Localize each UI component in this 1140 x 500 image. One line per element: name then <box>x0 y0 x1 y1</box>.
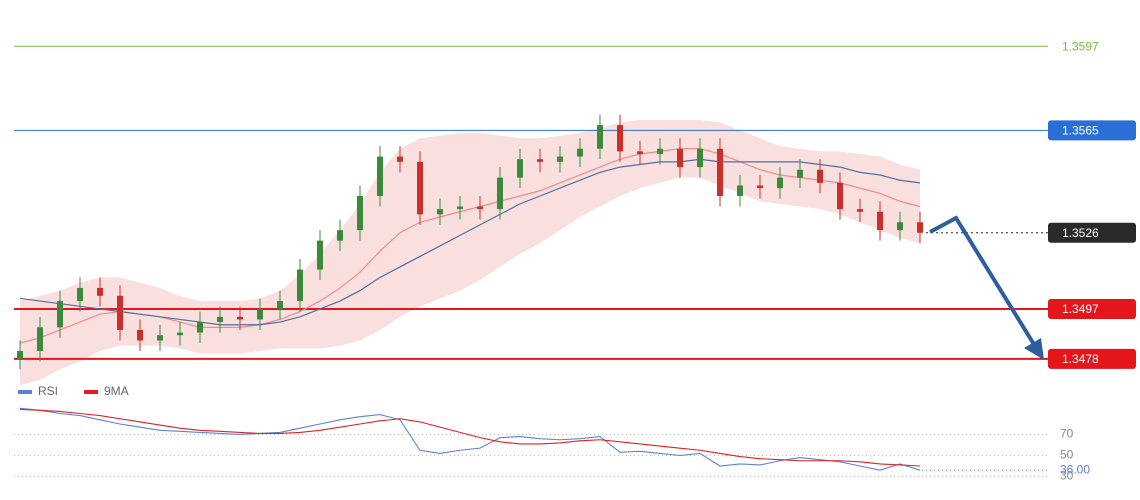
candle-body <box>817 169 823 183</box>
candle-body <box>257 308 263 320</box>
candle-body <box>897 222 903 231</box>
current-label: 36.00 <box>1060 462 1090 476</box>
level-label: 1.3478 <box>1062 352 1099 366</box>
candle-body <box>577 148 583 157</box>
forecast-arrow <box>929 215 1044 360</box>
level-label: 1.3497 <box>1062 302 1099 316</box>
candle-body <box>837 182 843 210</box>
candle-body <box>137 329 143 341</box>
candle-body <box>37 327 43 351</box>
candle-body <box>217 316 223 323</box>
candle-body <box>677 148 683 168</box>
legend-swatch <box>18 390 32 394</box>
candle-body <box>157 335 163 341</box>
level-label-box <box>1048 348 1136 369</box>
rsi-panel: 70 50 30 RSI 9MA 36.00 <box>14 384 1090 483</box>
candle-body <box>917 222 923 233</box>
legend-label: 9MA <box>104 384 129 398</box>
indicator-line <box>19 408 921 467</box>
y-tick-label: 70 <box>1060 427 1074 441</box>
legend-label: RSI <box>38 384 58 398</box>
level-label-box <box>1048 298 1136 319</box>
candle-body <box>877 211 883 231</box>
candle-body <box>797 169 803 178</box>
candle-body <box>657 148 663 154</box>
candle-body <box>617 125 623 152</box>
y-tick-label: 50 <box>1060 448 1074 462</box>
legend-swatch <box>84 390 98 394</box>
candle-body <box>457 206 463 210</box>
level-label: 1.3565 <box>1062 124 1099 138</box>
candle-body <box>17 350 23 359</box>
price-panel: 1.3597 1.3565 1.3526 1.3497 1.3478 <box>14 39 1136 386</box>
arrow-line <box>929 215 1037 348</box>
candle-body <box>497 177 503 210</box>
candle-body <box>317 240 323 270</box>
candle-body <box>717 148 723 196</box>
candle-body <box>177 332 183 336</box>
candle-body <box>697 148 703 168</box>
candle-body <box>597 125 603 149</box>
candle-body <box>437 209 443 215</box>
candle-body <box>337 230 343 241</box>
candle-body <box>537 159 543 162</box>
level-label: 1.3526 <box>1062 226 1099 240</box>
moving-average <box>19 158 921 326</box>
candle-body <box>57 301 63 328</box>
candle-body <box>757 185 763 189</box>
candle-body <box>397 156 403 162</box>
candle-body <box>357 196 363 231</box>
candle-body <box>277 301 283 309</box>
indicator-line <box>19 407 921 471</box>
bollinger-band <box>20 119 920 386</box>
candle-body <box>297 269 303 302</box>
y-tick-label: 30 <box>1060 469 1074 483</box>
moving-average <box>19 148 921 344</box>
candle-body <box>117 295 123 330</box>
candle-body <box>97 287 103 296</box>
candle-body <box>737 185 743 196</box>
candle-body <box>517 159 523 178</box>
candle-body <box>637 151 643 154</box>
level-label-box <box>1048 222 1136 243</box>
candle-body <box>777 177 783 189</box>
candle-body <box>417 161 423 215</box>
level-label-box <box>1048 120 1136 141</box>
candle-body <box>237 316 243 320</box>
level-label: 1.3597 <box>1062 39 1099 53</box>
candle-body <box>377 156 383 196</box>
arrow-head <box>1024 338 1044 360</box>
candle-body <box>77 287 83 302</box>
candle-body <box>557 156 563 162</box>
candle-body <box>197 322 203 333</box>
candle-body <box>857 209 863 212</box>
candle-body <box>477 206 483 210</box>
